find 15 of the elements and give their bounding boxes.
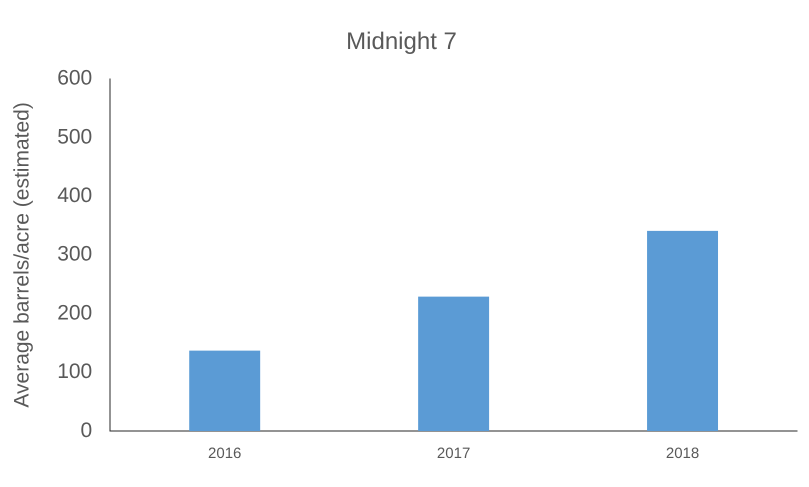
y-tick-label: 0 xyxy=(80,418,92,442)
y-tick-label: 500 xyxy=(57,125,92,148)
y-tick-label: 400 xyxy=(57,184,92,207)
y-axis-title: Average barrels/acre (estimated) xyxy=(10,102,34,408)
bar xyxy=(418,296,490,431)
x-tick-label: 2016 xyxy=(208,445,242,462)
chart-title: Midnight 7 xyxy=(346,28,457,56)
x-tick-label: 2018 xyxy=(666,445,700,462)
y-tick-label: 100 xyxy=(57,360,92,384)
x-tick-label: 2017 xyxy=(436,445,470,462)
y-tick-label: 200 xyxy=(57,301,92,324)
bar xyxy=(189,350,260,431)
bar xyxy=(647,230,718,431)
y-tick-label: 600 xyxy=(57,66,92,90)
y-tick-label: 300 xyxy=(57,242,92,266)
